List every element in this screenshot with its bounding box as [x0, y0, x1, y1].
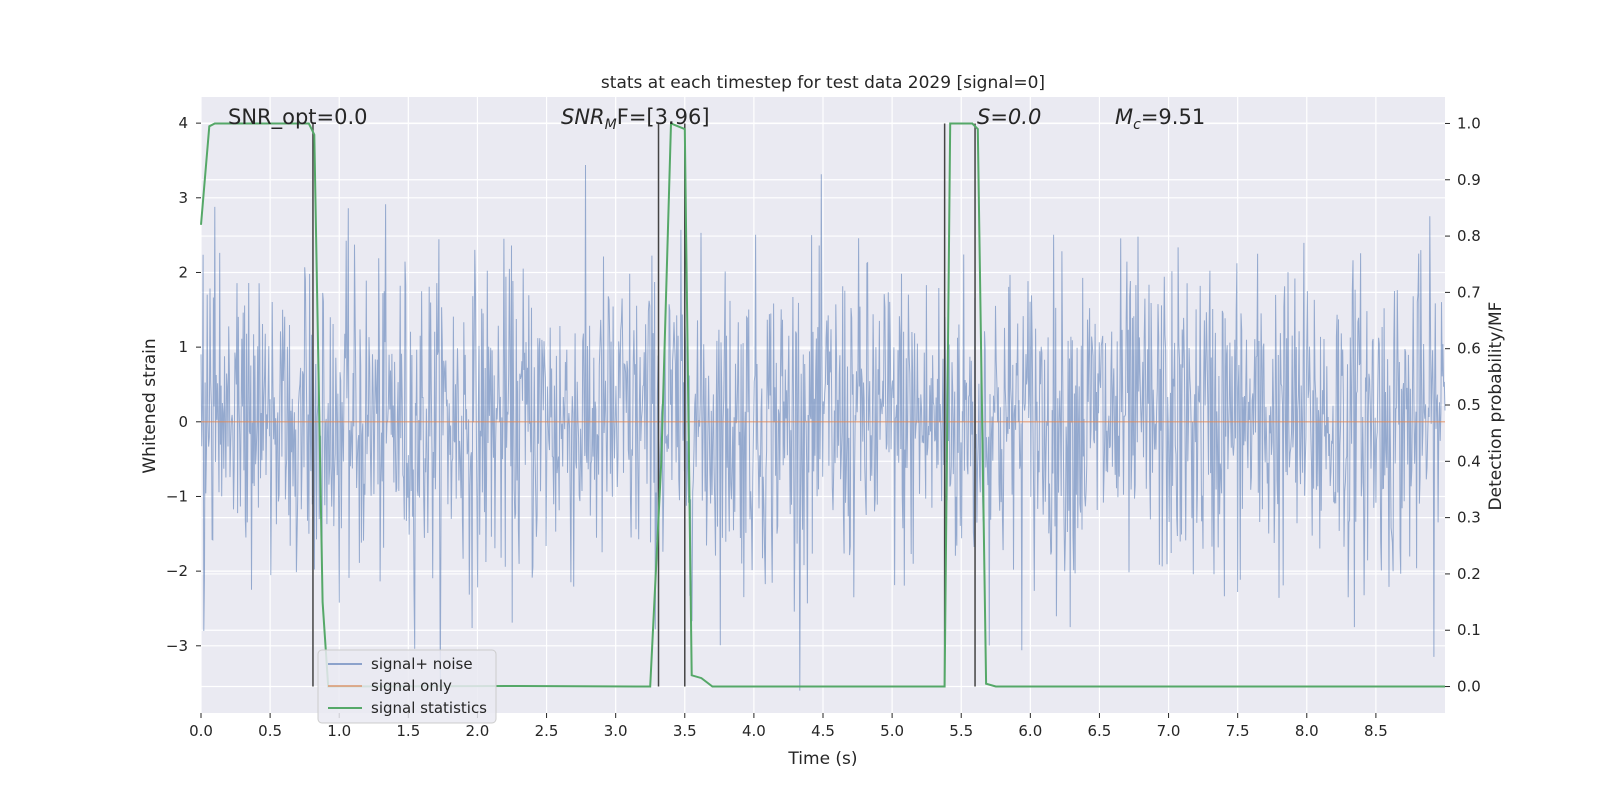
y2-tick-label-7: 0.3: [1457, 509, 1481, 527]
annotation-snr-opt: SNR_opt=0.0: [228, 105, 368, 130]
y-tick-label-6: −2: [166, 562, 188, 580]
legend-box: [317, 649, 497, 724]
x-tick-label-14: 7.0: [1157, 722, 1181, 740]
y2-tick-label-5: 0.5: [1457, 396, 1481, 414]
series-signal-noise: [200, 164, 1446, 691]
y2-tick-label-6: 0.4: [1457, 452, 1481, 470]
x-tick-label-12: 6.0: [1018, 722, 1042, 740]
x-tick-label-1: 0.5: [258, 722, 282, 740]
x-tick-label-4: 2.0: [466, 722, 490, 740]
x-tick-label-6: 3.0: [604, 722, 628, 740]
y2-tick-label-1: 0.9: [1457, 171, 1481, 189]
y2-tick-label-8: 0.2: [1457, 565, 1481, 583]
y-tick-label-5: −1: [166, 487, 188, 505]
annotation-mc: Mc=9.51: [1115, 105, 1205, 133]
y2-axis-label: Detection probability/MF: [1486, 302, 1506, 511]
x-tick-label-7: 3.5: [673, 722, 697, 740]
x-tick-label-8: 4.0: [742, 722, 766, 740]
y-ticks: 4 3 2 1 0 −1 −2 −3: [166, 114, 201, 655]
annotation-snr-mf: SNRMF=[3.96]: [561, 105, 710, 133]
y2-tick-label-10: 0.0: [1457, 678, 1481, 696]
x-tick-label-11: 5.5: [949, 722, 973, 740]
y-tick-label-3: 1: [178, 338, 188, 356]
noise-trace: [200, 164, 1446, 691]
legend-label-signal-only: signal only: [371, 677, 452, 695]
y2-tick-label-9: 0.1: [1457, 621, 1481, 639]
y2-tick-label-3: 0.7: [1457, 283, 1481, 301]
x-tick-label-17: 8.5: [1364, 722, 1388, 740]
y2-tick-label-2: 0.8: [1457, 227, 1481, 245]
y2-tick-label-0: 1.0: [1457, 114, 1481, 132]
legend-label-signal-noise: signal+ noise: [371, 655, 473, 673]
chart-title: stats at each timestep for test data 202…: [601, 73, 1045, 93]
y-tick-label-7: −3: [166, 637, 188, 655]
series-signal-statistics: [200, 122, 1445, 688]
x-axis-label: Time (s): [787, 749, 857, 769]
statistics-trace: [200, 122, 1445, 688]
y-tick-label-0: 4: [178, 114, 188, 132]
x-tick-label-5: 2.5: [535, 722, 559, 740]
y2-ticks: 1.0 0.9 0.8 0.7 0.6 0.5 0.4 0.3 0.2 0.1 0.0: [1445, 114, 1481, 696]
legend: signal+ noise signal only signal statist…: [317, 649, 497, 724]
x-tick-label-3: 1.5: [396, 722, 420, 740]
x-tick-label-0: 0.0: [189, 722, 213, 740]
legend-label-signal-statistics: signal statistics: [371, 699, 487, 717]
x-tick-label-13: 6.5: [1088, 722, 1112, 740]
x-tick-label-2: 1.0: [327, 722, 351, 740]
x-tick-label-9: 4.5: [811, 722, 835, 740]
y-tick-label-2: 2: [178, 263, 188, 281]
y-tick-label-4: 0: [178, 413, 188, 431]
x-tick-label-16: 8.0: [1295, 722, 1319, 740]
x-ticks: 0.0 0.5 1.0 1.5 2.0 2.5 3.0 3.5 4.0 4.5 5.0 5.5 6.0 6…: [189, 713, 1388, 740]
y2-tick-label-4: 0.6: [1457, 340, 1481, 358]
x-tick-label-10: 5.0: [880, 722, 904, 740]
annotation-s-stat: S=0.0: [977, 105, 1041, 129]
x-tick-label-15: 7.5: [1226, 722, 1250, 740]
y-axis-label: Whitened strain: [140, 338, 160, 473]
y-tick-label-1: 3: [178, 189, 188, 207]
